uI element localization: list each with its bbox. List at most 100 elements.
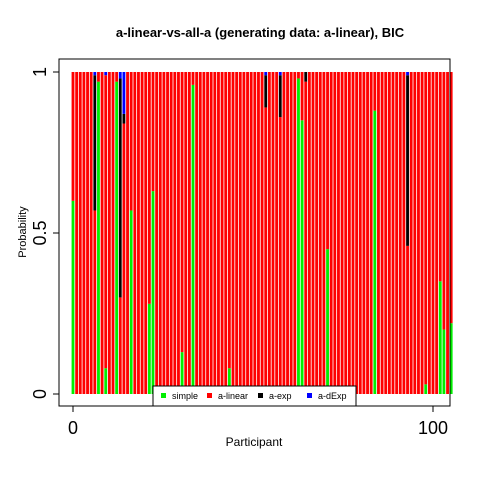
bar-a-linear-6 bbox=[89, 72, 93, 394]
legend-label-simple: simple bbox=[172, 391, 198, 401]
bar-a-linear-2 bbox=[75, 72, 79, 394]
bar-a-linear-35 bbox=[195, 72, 199, 394]
bar-simple-10 bbox=[104, 368, 108, 394]
bar-a-linear-46 bbox=[235, 72, 239, 394]
bar-simple-84 bbox=[373, 110, 377, 394]
bar-a-linear-40 bbox=[213, 72, 217, 394]
bar-a-linear-30 bbox=[177, 72, 180, 394]
bar-a-linear-12 bbox=[111, 72, 115, 394]
bar-a-linear-14 bbox=[118, 297, 122, 394]
bar-a-linear-36 bbox=[198, 72, 202, 394]
bar-a-linear-67 bbox=[311, 72, 315, 394]
bar-a-linear-91 bbox=[398, 72, 402, 394]
bar-area bbox=[71, 72, 453, 395]
bar-a-linear-39 bbox=[209, 72, 213, 394]
bar-a-linear-97 bbox=[420, 72, 424, 394]
bar-a-linear-48 bbox=[242, 72, 246, 394]
bar-a-linear-7 bbox=[93, 210, 97, 394]
bar-a-linear-61 bbox=[289, 72, 293, 394]
bar-a-linear-22 bbox=[147, 72, 151, 304]
x-tick-label-1: 100 bbox=[418, 418, 448, 438]
bar-a-linear-55 bbox=[267, 72, 271, 394]
bar-a-linear-89 bbox=[391, 72, 395, 394]
bar-a-exp-15 bbox=[122, 113, 126, 124]
bar-a-linear-45 bbox=[231, 72, 235, 394]
bar-a-linear-26 bbox=[162, 72, 166, 394]
bar-simple-64 bbox=[300, 120, 304, 395]
bar-a-linear-29 bbox=[173, 72, 177, 394]
legend-label-a-linear: a-linear bbox=[218, 391, 248, 401]
legend: simple a-linear a-exp a-dExp bbox=[152, 385, 357, 407]
bar-a-linear-76 bbox=[344, 72, 348, 394]
bar-a-linear-23 bbox=[151, 72, 155, 192]
bar-a-exp-65 bbox=[304, 72, 308, 82]
bar-a-linear-105 bbox=[449, 72, 453, 324]
bar-a-linear-32 bbox=[184, 72, 188, 394]
bar-a-linear-18 bbox=[133, 72, 137, 394]
bar-a-linear-62 bbox=[293, 72, 297, 394]
legend-label-a-exp: a-exp bbox=[269, 391, 292, 401]
bar-a-linear-74 bbox=[337, 72, 340, 394]
bar-simple-13 bbox=[115, 81, 119, 394]
legend-swatch-simple bbox=[161, 393, 166, 398]
bar-simple-44 bbox=[227, 368, 231, 394]
legend-label-a-dExp: a-dExp bbox=[318, 391, 347, 401]
bar-a-linear-19 bbox=[137, 72, 140, 394]
bar-a-dExp-54 bbox=[264, 72, 268, 76]
bar-a-linear-83 bbox=[369, 72, 373, 394]
bar-a-linear-82 bbox=[366, 72, 369, 394]
bar-a-exp-14 bbox=[118, 78, 122, 298]
bar-a-linear-49 bbox=[246, 72, 249, 394]
bar-a-linear-86 bbox=[380, 72, 384, 394]
legend-swatch-a-linear bbox=[207, 393, 212, 398]
bar-a-linear-90 bbox=[395, 72, 399, 394]
bar-a-linear-20 bbox=[140, 72, 144, 394]
bar-a-linear-27 bbox=[166, 72, 169, 394]
bar-a-linear-1 bbox=[71, 72, 75, 201]
bar-simple-1 bbox=[71, 200, 75, 394]
legend-box bbox=[152, 385, 357, 407]
y-tick-label-0: 0 bbox=[30, 389, 50, 399]
bar-simple-63 bbox=[297, 78, 300, 394]
bar-a-linear-102 bbox=[438, 72, 442, 282]
bar-a-linear-60 bbox=[286, 72, 289, 394]
bar-simple-23 bbox=[151, 191, 155, 394]
bar-a-linear-103 bbox=[442, 72, 446, 330]
bar-simple-31 bbox=[180, 352, 184, 394]
bar-a-linear-78 bbox=[351, 72, 355, 394]
x-axis-label: Participant bbox=[226, 435, 283, 449]
bar-simple-71 bbox=[326, 249, 329, 394]
bar-a-linear-84 bbox=[373, 72, 377, 111]
y-axis-label: Probability bbox=[17, 206, 29, 258]
bar-a-linear-21 bbox=[144, 72, 148, 394]
bar-a-linear-57 bbox=[275, 72, 279, 394]
bar-a-linear-88 bbox=[387, 72, 391, 394]
bar-a-linear-43 bbox=[224, 72, 228, 394]
bar-a-linear-3 bbox=[78, 72, 82, 394]
bar-simple-102 bbox=[438, 281, 442, 394]
y-tick-label-1: 0.5 bbox=[30, 220, 50, 245]
bar-a-linear-9 bbox=[100, 72, 104, 394]
bar-a-exp-58 bbox=[278, 75, 282, 118]
bar-a-linear-10 bbox=[104, 75, 108, 369]
bar-a-exp-7 bbox=[93, 75, 97, 211]
y-tick-label-2: 1 bbox=[30, 67, 50, 77]
bar-a-linear-96 bbox=[417, 72, 420, 394]
bar-a-linear-42 bbox=[220, 72, 224, 394]
bar-a-linear-4 bbox=[82, 72, 86, 394]
bar-a-linear-66 bbox=[307, 72, 311, 394]
bar-a-linear-68 bbox=[315, 72, 319, 394]
bar-a-linear-17 bbox=[129, 72, 133, 211]
bar-a-linear-59 bbox=[282, 72, 286, 394]
bar-a-linear-104 bbox=[446, 72, 449, 394]
bar-a-exp-93 bbox=[406, 75, 409, 246]
bar-a-linear-37 bbox=[202, 72, 206, 394]
bar-simple-103 bbox=[442, 329, 446, 394]
bar-a-linear-101 bbox=[435, 72, 439, 394]
bar-a-linear-72 bbox=[329, 72, 333, 394]
bar-a-linear-11 bbox=[107, 72, 111, 394]
bar-a-linear-99 bbox=[427, 72, 431, 394]
bar-a-linear-53 bbox=[260, 72, 264, 394]
bar-a-linear-51 bbox=[253, 72, 257, 394]
bar-a-linear-95 bbox=[413, 72, 417, 394]
